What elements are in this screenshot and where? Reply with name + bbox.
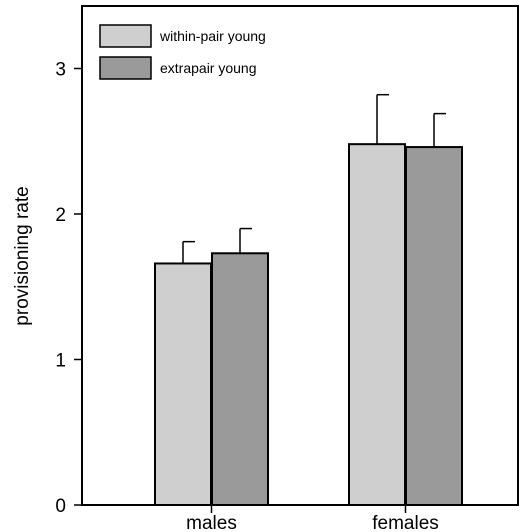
y-axis-title: provisioning rate [12, 186, 33, 325]
x-tick-label-females: females [372, 513, 439, 532]
error-bars [182, 93, 446, 264]
legend-swatch [99, 24, 152, 48]
x-tick-label-males: males [186, 513, 237, 532]
y-tick-label: 1 [55, 351, 66, 372]
legend: within-pair young extrapair young [99, 24, 266, 80]
y-tick-label: 2 [55, 205, 66, 226]
bar-females-extrapair [405, 146, 463, 506]
legend-label: within-pair young [159, 28, 266, 44]
y-tick-label: 3 [55, 60, 66, 81]
plot-frame [81, 5, 519, 506]
bars [154, 143, 463, 506]
bar-females-within-pair [348, 143, 406, 506]
bar-males-extrapair [211, 252, 269, 506]
bar-males-within-pair [154, 262, 212, 506]
y-axis: 0 1 2 3 [55, 60, 82, 517]
y-tick-label: 0 [55, 496, 66, 517]
legend-label: extrapair young [160, 60, 257, 76]
legend-swatch [99, 56, 152, 80]
x-axis-labels: males females [186, 505, 439, 532]
